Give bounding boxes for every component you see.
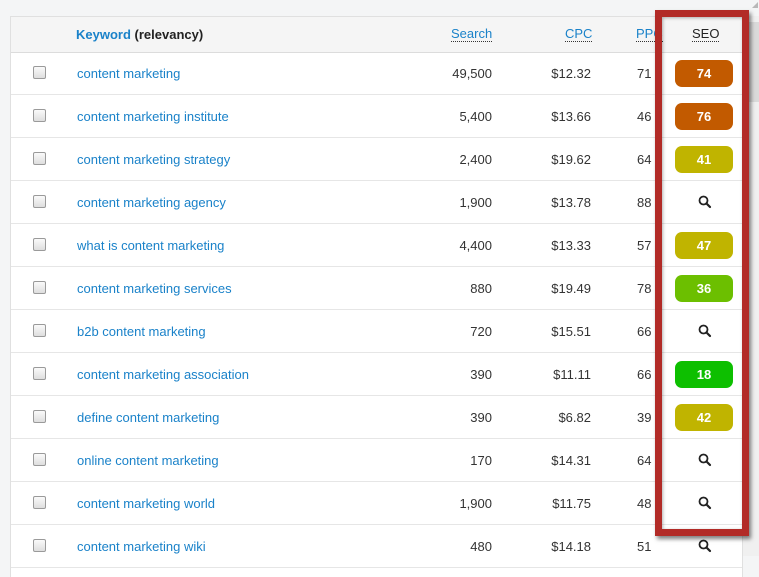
cpc-value: $13.33 [551,238,591,253]
search-volume: 390 [470,367,492,382]
cpc-value: $13.78 [551,195,591,210]
keyword-link[interactable]: define content marketing [77,410,220,425]
table-row: b2b content marketing 720 $15.51 66 [11,310,742,353]
cpc-value: $11.75 [552,496,591,511]
cpc-value: $14.31 [551,453,591,468]
row-checkbox[interactable] [33,324,46,337]
keyword-header-suffix: (relevancy) [134,27,204,42]
keyword-link[interactable]: content marketing [77,66,181,81]
ppc-value: 46 [637,109,652,124]
search-volume: 390 [470,410,492,425]
seo-difficulty-badge[interactable]: 41 [675,146,733,173]
row-checkbox[interactable] [33,281,46,294]
table-row: define content marketing 390 $6.82 39 42 [11,396,742,439]
scrollbar-thumb[interactable] [747,22,759,102]
seo-column-header[interactable]: SEO [692,26,720,42]
cpc-value: $19.62 [551,152,591,167]
seo-difficulty-badge[interactable]: 47 [675,232,733,259]
ppc-column-header[interactable]: PPC [636,26,663,42]
row-checkbox[interactable] [33,238,46,251]
table-row: online content marketing 170 $14.31 64 [11,439,742,482]
table-row: what is content marketing 4,400 $13.33 5… [11,224,742,267]
search-icon[interactable] [697,495,713,511]
ppc-value: 48 [637,496,652,511]
row-checkbox[interactable] [33,539,46,552]
ppc-value: 78 [637,281,652,296]
keyword-link[interactable]: b2b content marketing [77,324,206,339]
keyword-link[interactable]: content marketing association [77,367,249,382]
table-row: content marketing institute 5,400 $13.66… [11,95,742,138]
table-row: content marketing wiki 480 $14.18 51 [11,525,742,568]
cpc-value: $6.82 [558,410,591,425]
ppc-value: 51 [637,539,652,554]
seo-difficulty-badge[interactable]: 42 [675,404,733,431]
search-volume: 2,400 [459,152,492,167]
cpc-value: $11.11 [553,367,591,382]
ppc-value: 66 [637,324,652,339]
table-row: content marketing world 1,900 $11.75 48 [11,482,742,525]
search-icon[interactable] [697,323,713,339]
seo-difficulty-badge[interactable]: 18 [675,361,733,388]
table-row: content marketing services 880 $19.49 78… [11,267,742,310]
search-volume: 1,900 [459,496,492,511]
search-volume: 1,900 [459,195,492,210]
row-checkbox[interactable] [33,367,46,380]
keyword-sort-link[interactable]: Keyword [76,27,131,42]
search-volume: 49,500 [452,66,492,81]
keyword-column-header[interactable]: Keyword (relevancy) [76,27,203,42]
row-checkbox[interactable] [33,453,46,466]
cpc-value: $15.51 [551,324,591,339]
table-row: content marketing association 390 $11.11… [11,353,742,396]
seo-difficulty-badge[interactable]: 76 [675,103,733,130]
row-checkbox[interactable] [33,195,46,208]
seo-difficulty-badge[interactable]: 74 [675,60,733,87]
keyword-link[interactable]: online content marketing [77,453,219,468]
row-checkbox[interactable] [33,496,46,509]
ppc-value: 71 [637,66,652,81]
search-icon[interactable] [697,194,713,210]
cpc-value: $14.18 [551,539,591,554]
search-volume: 880 [470,281,492,296]
ppc-value: 88 [637,195,652,210]
keyword-link[interactable]: what is content marketing [77,238,225,253]
search-volume: 5,400 [459,109,492,124]
keyword-link[interactable]: content marketing agency [77,195,226,210]
search-column-header[interactable]: Search [451,26,493,42]
ppc-value: 57 [637,238,652,253]
table-row: content marketing 49,500 $12.32 71 74 [11,52,742,95]
search-volume: 720 [470,324,492,339]
cpc-value: $13.66 [551,109,591,124]
resize-corner-icon [752,2,758,8]
table-row: content marketing agency 1,900 $13.78 88 [11,181,742,224]
seo-difficulty-badge[interactable]: 36 [675,275,733,302]
row-checkbox[interactable] [33,66,46,79]
row-checkbox[interactable] [33,410,46,423]
cpc-value: $12.32 [551,66,591,81]
cpc-value: $19.49 [551,281,591,296]
search-volume: 480 [470,539,492,554]
ppc-value: 66 [637,367,652,382]
keyword-link[interactable]: content marketing services [77,281,232,296]
ppc-value: 64 [637,152,652,167]
row-checkbox[interactable] [33,152,46,165]
keyword-link[interactable]: content marketing wiki [77,539,206,554]
keyword-link[interactable]: content marketing institute [77,109,229,124]
ppc-value: 39 [637,410,652,425]
search-volume: 170 [470,453,492,468]
table-row: content marketing strategy 2,400 $19.62 … [11,138,742,181]
search-volume: 4,400 [459,238,492,253]
keyword-link[interactable]: content marketing strategy [77,152,231,167]
row-checkbox[interactable] [33,109,46,122]
keyword-link[interactable]: content marketing world [77,496,216,511]
search-icon[interactable] [697,538,713,554]
search-icon[interactable] [697,452,713,468]
table-header: Keyword (relevancy) Search CPC PPC SEO [11,17,742,53]
cpc-column-header[interactable]: CPC [565,26,593,42]
keyword-table: Keyword (relevancy) Search CPC PPC SEO c… [10,16,743,577]
ppc-value: 64 [637,453,652,468]
